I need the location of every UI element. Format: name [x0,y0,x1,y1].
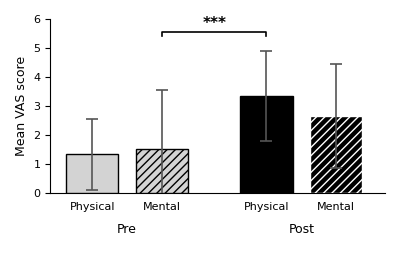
Text: Pre: Pre [117,223,137,236]
Bar [66,155,118,193]
Text: ***: *** [202,16,226,31]
Bar [240,96,293,193]
Bar [136,149,188,193]
Bar [310,116,362,193]
Y-axis label: Mean VAS score: Mean VAS score [15,56,28,156]
Text: Post: Post [288,223,314,236]
